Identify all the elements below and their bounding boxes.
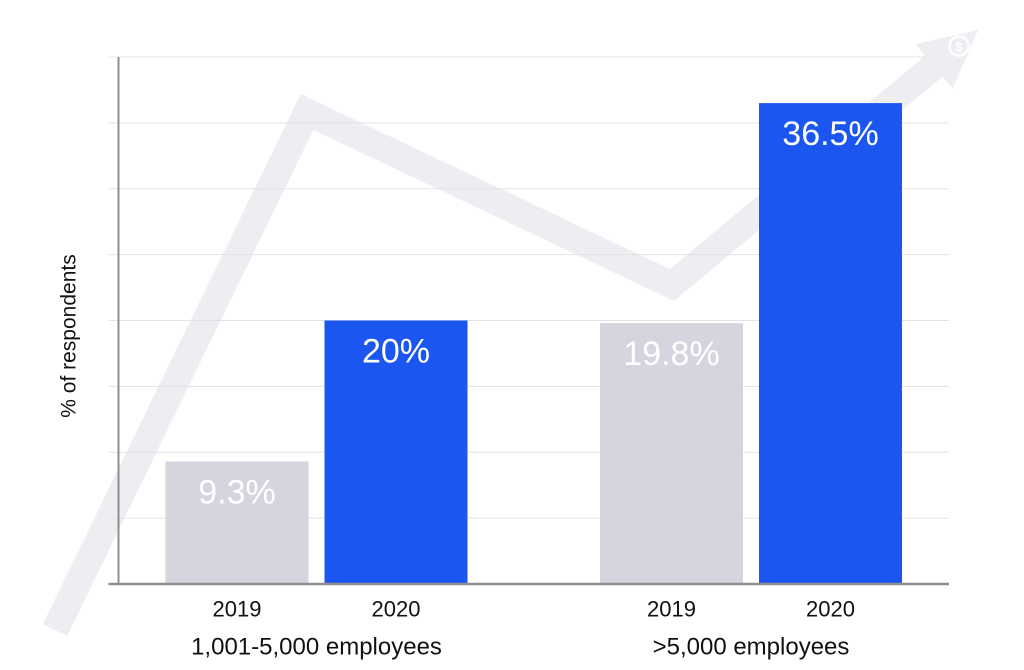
bar-2020-group2 — [759, 103, 902, 585]
year-tick-label: 2019 — [213, 597, 262, 622]
axes — [108, 57, 949, 586]
bar-value-label: 20% — [362, 333, 430, 371]
axis-labels: 2019 2020 1,001-5,000 employees 2019 2020 >5,… — [191, 597, 855, 661]
bar-2020-group1 — [324, 320, 468, 584]
dollar-icon: $ — [955, 39, 963, 54]
y-axis-title: % of respondents — [58, 254, 81, 417]
bar-2019-group2 — [600, 323, 743, 584]
group-label: 1,001-5,000 employees — [191, 634, 442, 661]
year-tick-label: 2020 — [806, 597, 855, 622]
trend-arrow-tip — [915, 30, 978, 89]
bar-value-label: 9.3% — [198, 473, 276, 511]
bars: 9.3% 20% 19.8% 36.5% — [165, 103, 902, 585]
bar-2019-group1 — [165, 461, 309, 584]
year-tick-label: 2019 — [647, 597, 696, 622]
group-label: >5,000 employees — [653, 634, 850, 661]
year-tick-label: 2020 — [372, 597, 421, 622]
bar-value-label: 36.5% — [782, 115, 878, 153]
trend-arrow-head: $ — [915, 30, 978, 89]
bar-value-label: 19.8% — [623, 335, 719, 373]
dollar-badge-circle — [948, 35, 970, 57]
